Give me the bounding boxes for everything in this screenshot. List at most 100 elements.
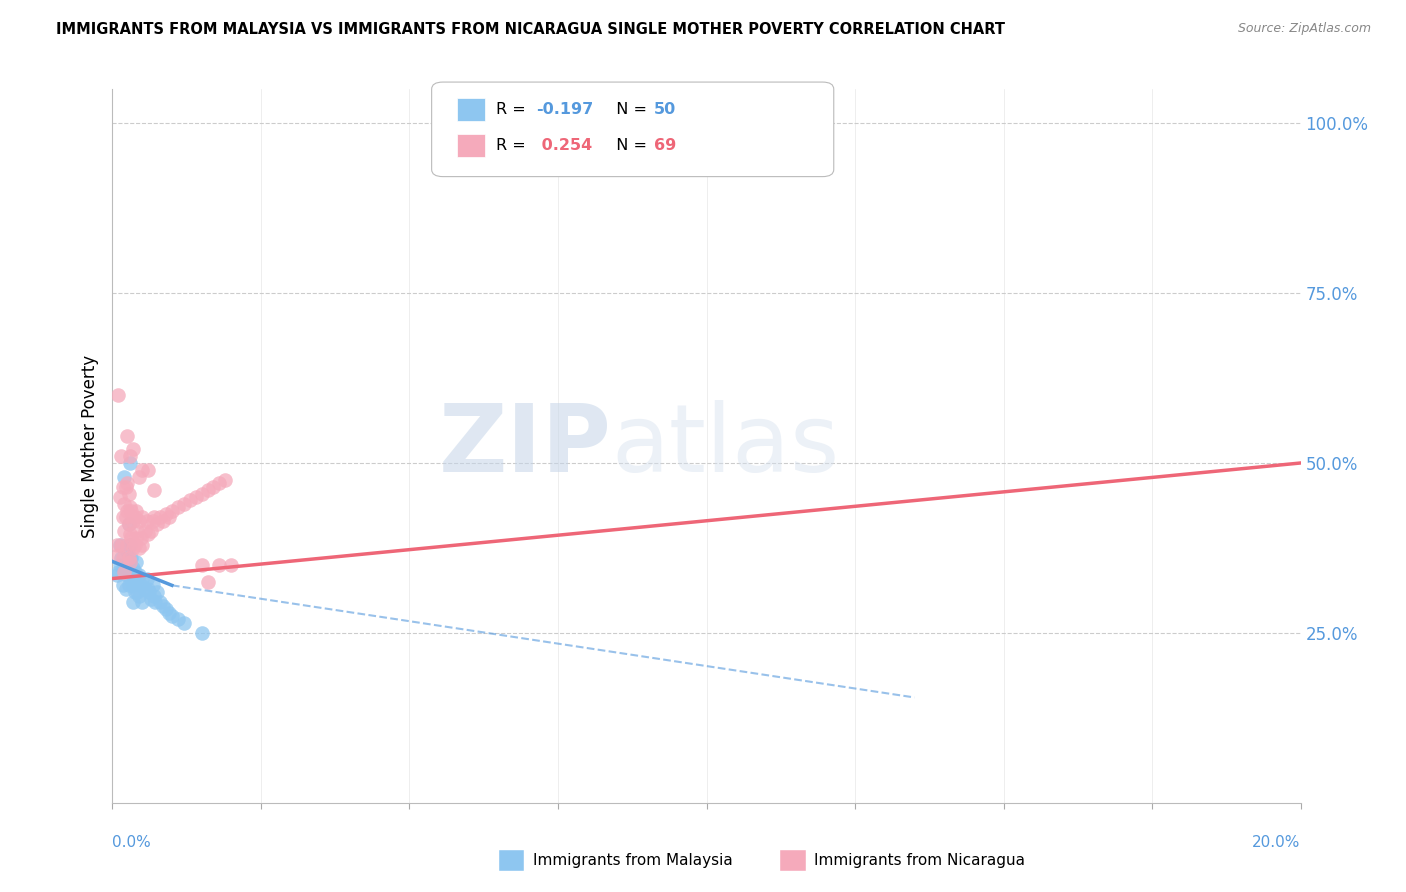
Point [118, 486, 141, 500]
Point [127, 524, 149, 538]
Point [122, 514, 145, 528]
Point [108, 558, 131, 572]
Point [124, 537, 146, 551]
Point [112, 551, 135, 566]
Point [157, 510, 180, 524]
Point [108, 490, 131, 504]
Point [155, 602, 177, 616]
Point [184, 490, 207, 504]
Point [120, 456, 142, 470]
Point [124, 565, 146, 579]
Point [120, 500, 142, 515]
Point [160, 608, 183, 623]
Point [114, 480, 136, 494]
Point [117, 568, 139, 582]
Point [136, 572, 159, 586]
Point [107, 565, 129, 579]
Point [143, 589, 166, 603]
Point [118, 517, 141, 532]
Point [136, 582, 159, 596]
Point [160, 503, 183, 517]
Point [190, 626, 212, 640]
Point [114, 582, 136, 596]
Point [110, 449, 132, 463]
Point [118, 551, 141, 566]
Text: Immigrants from Nicaragua: Immigrants from Nicaragua [814, 854, 1025, 868]
Point [149, 595, 172, 609]
Point [122, 595, 145, 609]
Point [112, 578, 135, 592]
Point [136, 463, 159, 477]
Text: N =: N = [606, 138, 652, 153]
Point [152, 599, 174, 613]
Point [112, 565, 135, 579]
Point [208, 476, 231, 491]
Text: 20.0%: 20.0% [1253, 836, 1301, 850]
Text: 50: 50 [654, 103, 676, 117]
Point [112, 510, 135, 524]
Point [129, 531, 152, 545]
Point [112, 469, 135, 483]
Point [122, 561, 145, 575]
Point [122, 578, 145, 592]
Text: atlas: atlas [612, 400, 839, 492]
Point [173, 615, 195, 630]
Y-axis label: Single Mother Poverty: Single Mother Poverty [80, 354, 98, 538]
Point [114, 565, 136, 579]
Point [139, 524, 162, 538]
Point [112, 480, 135, 494]
Point [136, 514, 159, 528]
Point [190, 486, 212, 500]
Point [143, 483, 166, 498]
Text: R =: R = [496, 103, 531, 117]
Text: R =: R = [496, 138, 531, 153]
Point [173, 497, 195, 511]
Text: 0.0%: 0.0% [112, 836, 152, 850]
Point [143, 510, 166, 524]
Text: -0.197: -0.197 [536, 103, 593, 117]
Point [110, 537, 132, 551]
Text: Source: ZipAtlas.com: Source: ZipAtlas.com [1237, 22, 1371, 36]
Point [120, 537, 142, 551]
Point [131, 595, 153, 609]
Point [143, 595, 166, 609]
Point [120, 449, 142, 463]
Point [142, 578, 165, 592]
Point [121, 503, 143, 517]
Point [157, 606, 180, 620]
Point [117, 503, 139, 517]
Point [120, 565, 142, 579]
Point [197, 483, 219, 498]
Point [124, 585, 146, 599]
Point [146, 517, 169, 532]
Point [155, 507, 177, 521]
Point [121, 531, 143, 545]
Point [146, 585, 169, 599]
Point [197, 574, 219, 589]
Point [128, 541, 150, 555]
Point [125, 574, 148, 589]
Point [131, 463, 153, 477]
Point [112, 524, 135, 538]
Point [127, 585, 149, 599]
Point [105, 568, 128, 582]
Point [166, 612, 188, 626]
Point [112, 497, 135, 511]
Point [117, 476, 139, 491]
Point [107, 388, 129, 402]
Point [125, 555, 148, 569]
Point [149, 510, 172, 524]
Point [107, 548, 129, 562]
Point [108, 537, 131, 551]
Point [131, 510, 153, 524]
Point [152, 514, 174, 528]
Point [142, 514, 165, 528]
Point [139, 591, 162, 606]
Point [128, 589, 150, 603]
Text: 0.254: 0.254 [536, 138, 592, 153]
Text: Immigrants from Malaysia: Immigrants from Malaysia [533, 854, 733, 868]
Point [112, 561, 135, 575]
Point [128, 568, 150, 582]
Point [118, 517, 141, 532]
Point [128, 514, 150, 528]
